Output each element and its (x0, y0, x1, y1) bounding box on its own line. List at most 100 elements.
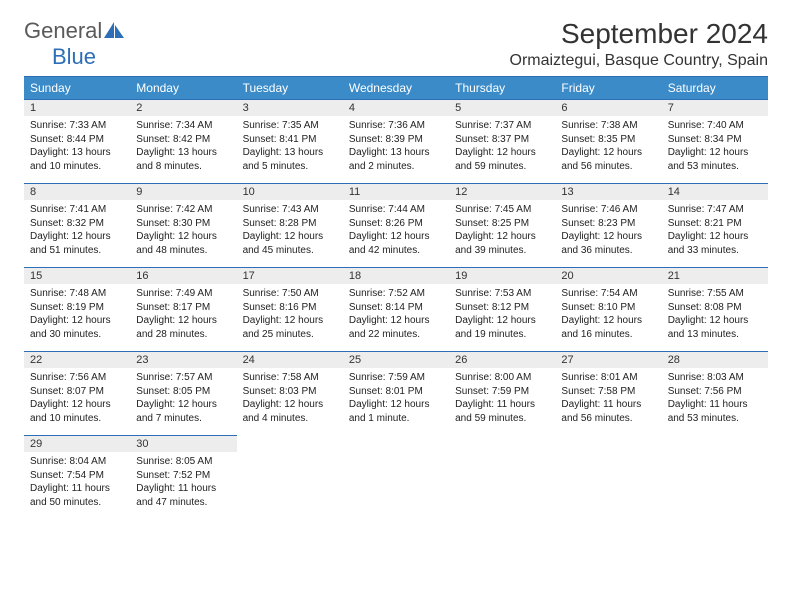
daylight-line: Daylight: 12 hours and 13 minutes. (668, 314, 762, 341)
day-details: Sunrise: 7:40 AMSunset: 8:34 PMDaylight:… (662, 116, 768, 173)
day-details: Sunrise: 7:55 AMSunset: 8:08 PMDaylight:… (662, 284, 768, 341)
calendar-cell: 20Sunrise: 7:54 AMSunset: 8:10 PMDayligh… (555, 267, 661, 351)
day-number: 6 (555, 100, 661, 116)
sunset-line: Sunset: 8:26 PM (349, 217, 443, 231)
sunset-line: Sunset: 8:30 PM (136, 217, 230, 231)
calendar-cell: 23Sunrise: 7:57 AMSunset: 8:05 PMDayligh… (130, 351, 236, 435)
daylight-line: Daylight: 12 hours and 16 minutes. (561, 314, 655, 341)
day-number: 20 (555, 268, 661, 284)
day-number: 26 (449, 352, 555, 368)
calendar-cell: 21Sunrise: 7:55 AMSunset: 8:08 PMDayligh… (662, 267, 768, 351)
daylight-line: Daylight: 12 hours and 10 minutes. (30, 398, 124, 425)
day-number: 24 (237, 352, 343, 368)
daylight-line: Daylight: 13 hours and 5 minutes. (243, 146, 337, 173)
day-number: 3 (237, 100, 343, 116)
calendar-cell: 27Sunrise: 8:01 AMSunset: 7:58 PMDayligh… (555, 351, 661, 435)
day-number: 16 (130, 268, 236, 284)
calendar-cell: 18Sunrise: 7:52 AMSunset: 8:14 PMDayligh… (343, 267, 449, 351)
sunset-line: Sunset: 8:07 PM (30, 385, 124, 399)
calendar-cell: 16Sunrise: 7:49 AMSunset: 8:17 PMDayligh… (130, 267, 236, 351)
day-number: 29 (24, 436, 130, 452)
daylight-line: Daylight: 11 hours and 59 minutes. (455, 398, 549, 425)
day-number: 4 (343, 100, 449, 116)
calendar-cell: 28Sunrise: 8:03 AMSunset: 7:56 PMDayligh… (662, 351, 768, 435)
day-details: Sunrise: 7:42 AMSunset: 8:30 PMDaylight:… (130, 200, 236, 257)
sunset-line: Sunset: 8:19 PM (30, 301, 124, 315)
calendar-cell: 26 Sunrise: 8:00 AMSunset: 7:59 PMDayligh… (449, 351, 555, 435)
sunrise-line: Sunrise: 7:48 AM (30, 287, 124, 301)
calendar-week-row: 8Sunrise: 7:41 AMSunset: 8:32 PMDaylight… (24, 183, 768, 267)
sunset-line: Sunset: 8:01 PM (349, 385, 443, 399)
sunrise-line: Sunrise: 7:45 AM (455, 203, 549, 217)
sunrise-line: Sunrise: 7:41 AM (30, 203, 124, 217)
day-number: 21 (662, 268, 768, 284)
sunset-line: Sunset: 8:25 PM (455, 217, 549, 231)
daylight-line: Daylight: 12 hours and 4 minutes. (243, 398, 337, 425)
daylight-line: Daylight: 12 hours and 59 minutes. (455, 146, 549, 173)
calendar-cell: 17Sunrise: 7:50 AMSunset: 8:16 PMDayligh… (237, 267, 343, 351)
sunset-line: Sunset: 8:12 PM (455, 301, 549, 315)
daylight-line: Daylight: 12 hours and 28 minutes. (136, 314, 230, 341)
calendar-cell-empty (662, 435, 768, 519)
daylight-line: Daylight: 11 hours and 50 minutes. (30, 482, 124, 509)
weekday-header: Friday (555, 77, 661, 99)
day-number: 22 (24, 352, 130, 368)
sunset-line: Sunset: 8:21 PM (668, 217, 762, 231)
sunrise-line: Sunrise: 8:04 AM (30, 455, 124, 469)
day-number: 15 (24, 268, 130, 284)
sunrise-line: Sunrise: 7:38 AM (561, 119, 655, 133)
calendar-cell-empty (555, 435, 661, 519)
sunset-line: Sunset: 8:37 PM (455, 133, 549, 147)
calendar-cell: 22Sunrise: 7:56 AMSunset: 8:07 PMDayligh… (24, 351, 130, 435)
sunset-line: Sunset: 7:58 PM (561, 385, 655, 399)
calendar-cell: 29Sunrise: 8:04 AMSunset: 7:54 PMDayligh… (24, 435, 130, 519)
daylight-line: Daylight: 13 hours and 8 minutes. (136, 146, 230, 173)
calendar-cell-empty (237, 435, 343, 519)
calendar: Sunday Monday Tuesday Wednesday Thursday… (24, 76, 768, 519)
logo: General Blue (24, 18, 124, 70)
sunset-line: Sunset: 8:44 PM (30, 133, 124, 147)
daylight-line: Daylight: 12 hours and 30 minutes. (30, 314, 124, 341)
sunrise-line: Sunrise: 7:53 AM (455, 287, 549, 301)
sunset-line: Sunset: 8:32 PM (30, 217, 124, 231)
day-number: 5 (449, 100, 555, 116)
day-number: 18 (343, 268, 449, 284)
sunrise-line: Sunrise: 7:55 AM (668, 287, 762, 301)
sunrise-line: Sunrise: 7:57 AM (136, 371, 230, 385)
daylight-line: Daylight: 12 hours and 48 minutes. (136, 230, 230, 257)
day-details: Sunrise: 7:43 AMSunset: 8:28 PMDaylight:… (237, 200, 343, 257)
day-details: Sunrise: 8:05 AMSunset: 7:52 PMDaylight:… (130, 452, 236, 509)
day-details: Sunrise: 7:57 AMSunset: 8:05 PMDaylight:… (130, 368, 236, 425)
sunset-line: Sunset: 8:03 PM (243, 385, 337, 399)
calendar-cell: 4Sunrise: 7:36 AMSunset: 8:39 PMDaylight… (343, 99, 449, 183)
day-details: Sunrise: 7:56 AMSunset: 8:07 PMDaylight:… (24, 368, 130, 425)
day-number: 27 (555, 352, 661, 368)
daylight-line: Daylight: 12 hours and 7 minutes. (136, 398, 230, 425)
daylight-line: Daylight: 11 hours and 56 minutes. (561, 398, 655, 425)
calendar-cell: 3Sunrise: 7:35 AMSunset: 8:41 PMDaylight… (237, 99, 343, 183)
sunrise-line: Sunrise: 8:00 AM (455, 371, 549, 385)
day-number: 23 (130, 352, 236, 368)
day-number: 9 (130, 184, 236, 200)
sunrise-line: Sunrise: 7:56 AM (30, 371, 124, 385)
sunset-line: Sunset: 8:14 PM (349, 301, 443, 315)
calendar-cell: 9Sunrise: 7:42 AMSunset: 8:30 PMDaylight… (130, 183, 236, 267)
daylight-line: Daylight: 13 hours and 2 minutes. (349, 146, 443, 173)
weekday-header: Wednesday (343, 77, 449, 99)
day-details: Sunrise: 7:59 AMSunset: 8:01 PMDaylight:… (343, 368, 449, 425)
daylight-line: Daylight: 11 hours and 47 minutes. (136, 482, 230, 509)
calendar-cell: 13Sunrise: 7:46 AMSunset: 8:23 PMDayligh… (555, 183, 661, 267)
sunrise-line: Sunrise: 7:50 AM (243, 287, 337, 301)
weekday-header: Thursday (449, 77, 555, 99)
daylight-line: Daylight: 13 hours and 10 minutes. (30, 146, 124, 173)
calendar-cell: 11Sunrise: 7:44 AMSunset: 8:26 PMDayligh… (343, 183, 449, 267)
calendar-cell: 2Sunrise: 7:34 AMSunset: 8:42 PMDaylight… (130, 99, 236, 183)
sunset-line: Sunset: 7:59 PM (455, 385, 549, 399)
sunset-line: Sunset: 8:10 PM (561, 301, 655, 315)
calendar-cell: 10Sunrise: 7:43 AMSunset: 8:28 PMDayligh… (237, 183, 343, 267)
logo-sail-icon (104, 22, 124, 38)
calendar-week-row: 15Sunrise: 7:48 AMSunset: 8:19 PMDayligh… (24, 267, 768, 351)
calendar-cell-empty (343, 435, 449, 519)
calendar-cell: 14Sunrise: 7:47 AMSunset: 8:21 PMDayligh… (662, 183, 768, 267)
day-number: 17 (237, 268, 343, 284)
